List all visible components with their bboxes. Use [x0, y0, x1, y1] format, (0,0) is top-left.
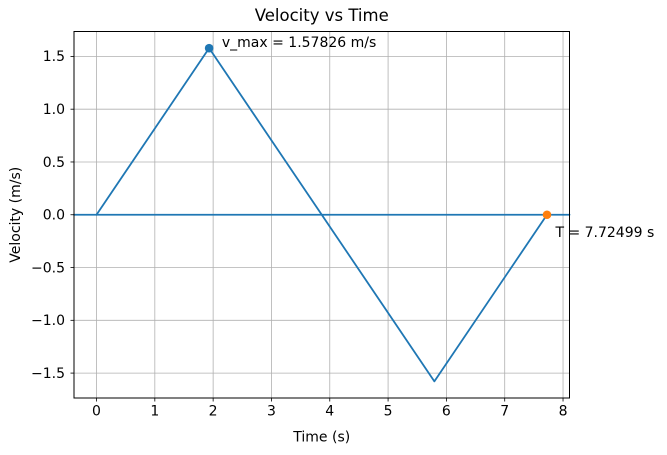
tick-marks	[70, 56, 564, 402]
period-annotation: T = 7.72499 s	[554, 225, 654, 241]
y-axis-label: Velocity (m/s)	[8, 167, 24, 263]
y-tick-label: −0.5	[31, 260, 65, 276]
x-tick-label: 4	[325, 404, 334, 420]
y-tick-label: −1.0	[31, 313, 65, 329]
x-tick-label: 5	[384, 404, 393, 420]
chart-title: Velocity vs Time	[255, 6, 389, 25]
y-tick-label: 1.5	[43, 49, 65, 65]
v-max-marker	[204, 43, 214, 53]
v-max-annotation: v_max = 1.57826 m/s	[222, 35, 376, 51]
x-tick-label: 7	[500, 404, 509, 420]
x-axis-label: Time (s)	[292, 430, 350, 446]
period-marker	[542, 210, 552, 220]
x-tick-label: 2	[209, 404, 218, 420]
y-tick-label: −1.5	[31, 366, 65, 382]
x-tick-label: 0	[92, 404, 101, 420]
x-tick-label: 3	[267, 404, 276, 420]
y-tick-label: 0.0	[43, 208, 65, 224]
x-tick-label: 6	[442, 404, 451, 420]
y-tick-label: 0.5	[43, 155, 65, 171]
x-tick-label: 1	[150, 404, 159, 420]
x-tick-label: 8	[559, 404, 568, 420]
y-tick-label: 1.0	[43, 102, 65, 118]
